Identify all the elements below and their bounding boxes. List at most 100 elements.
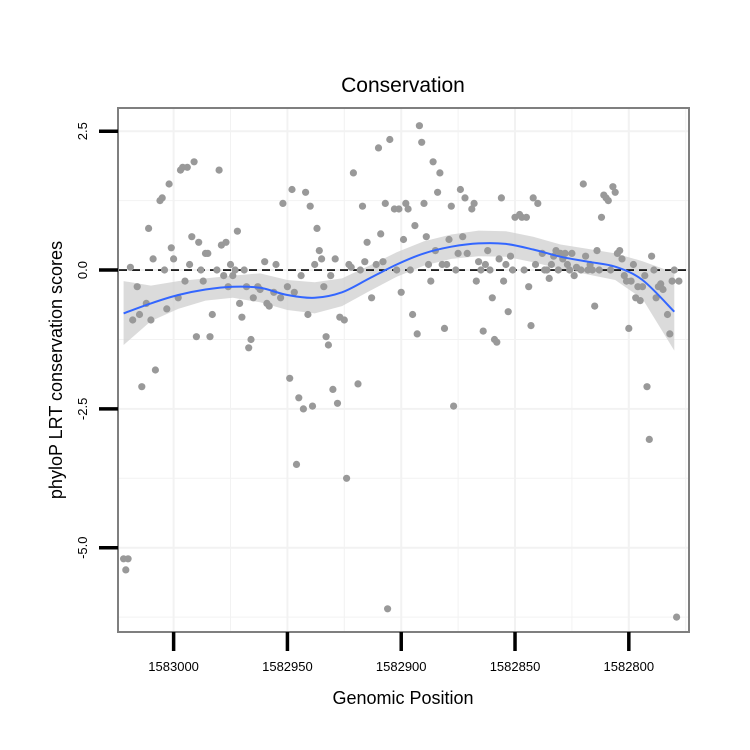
data-point bbox=[593, 247, 601, 255]
data-point bbox=[183, 163, 191, 171]
data-point bbox=[124, 555, 132, 563]
data-point bbox=[308, 402, 317, 410]
data-point bbox=[320, 283, 328, 291]
data-point bbox=[302, 188, 310, 196]
data-point bbox=[186, 260, 194, 269]
data-point bbox=[151, 366, 159, 374]
data-point bbox=[484, 247, 492, 255]
data-point bbox=[543, 266, 551, 274]
data-point bbox=[318, 255, 326, 263]
data-point bbox=[657, 280, 665, 288]
data-point bbox=[422, 233, 430, 241]
data-point bbox=[122, 566, 130, 574]
data-point bbox=[443, 260, 451, 269]
data-point bbox=[452, 266, 460, 274]
x-tick-label: 1582900 bbox=[376, 659, 427, 674]
data-point bbox=[645, 435, 653, 443]
data-point bbox=[568, 249, 576, 257]
data-point bbox=[133, 283, 141, 291]
data-point bbox=[597, 213, 606, 221]
data-point bbox=[220, 272, 228, 280]
data-point bbox=[650, 266, 658, 274]
data-point bbox=[195, 238, 203, 246]
data-point bbox=[545, 274, 553, 282]
data-point bbox=[434, 188, 442, 196]
data-point bbox=[525, 283, 533, 291]
data-point bbox=[297, 272, 305, 280]
data-point bbox=[495, 255, 503, 263]
data-point bbox=[404, 205, 412, 213]
data-point bbox=[463, 249, 471, 257]
data-point bbox=[470, 199, 478, 207]
data-point bbox=[283, 283, 291, 291]
data-point bbox=[347, 263, 355, 271]
data-point bbox=[675, 277, 683, 285]
data-point bbox=[609, 183, 617, 191]
data-point bbox=[192, 333, 200, 341]
data-point bbox=[618, 255, 626, 263]
data-point bbox=[181, 277, 189, 285]
data-point bbox=[292, 460, 301, 468]
data-point bbox=[547, 260, 556, 269]
data-point bbox=[277, 294, 285, 302]
data-point bbox=[582, 252, 590, 260]
data-point bbox=[354, 380, 362, 388]
data-point bbox=[158, 194, 166, 202]
data-point bbox=[477, 266, 485, 274]
data-point bbox=[199, 277, 207, 285]
data-point bbox=[529, 194, 537, 202]
data-point bbox=[213, 266, 221, 274]
data-point bbox=[368, 294, 376, 302]
data-point bbox=[340, 316, 348, 324]
data-point bbox=[145, 224, 153, 232]
data-point bbox=[420, 199, 428, 207]
data-point bbox=[377, 230, 385, 238]
data-point bbox=[663, 310, 672, 319]
data-point bbox=[265, 302, 273, 310]
data-point bbox=[625, 324, 633, 332]
data-point bbox=[454, 249, 462, 257]
data-point bbox=[424, 260, 433, 269]
y-tick-label: -2.5 bbox=[75, 398, 90, 420]
data-point bbox=[527, 322, 535, 330]
data-point bbox=[249, 294, 257, 302]
data-point bbox=[226, 260, 235, 269]
data-point bbox=[327, 272, 335, 280]
x-axis-title: Genomic Position bbox=[332, 688, 473, 708]
data-point bbox=[595, 266, 603, 274]
data-point bbox=[290, 288, 298, 296]
data-point bbox=[384, 605, 392, 613]
data-point bbox=[607, 266, 615, 274]
data-point bbox=[149, 255, 157, 263]
data-point bbox=[272, 260, 280, 269]
data-point bbox=[395, 205, 403, 213]
data-point bbox=[299, 405, 307, 413]
data-point bbox=[616, 247, 624, 255]
data-point bbox=[493, 338, 501, 346]
data-point bbox=[231, 266, 239, 274]
data-point bbox=[604, 197, 612, 205]
data-point bbox=[311, 260, 319, 269]
data-point bbox=[563, 260, 572, 269]
data-point bbox=[506, 252, 515, 260]
data-point bbox=[279, 199, 287, 207]
data-point bbox=[322, 333, 330, 341]
data-point bbox=[229, 272, 237, 280]
data-point bbox=[620, 272, 628, 280]
data-point bbox=[418, 138, 426, 146]
data-point bbox=[577, 266, 585, 274]
data-point bbox=[381, 199, 389, 207]
y-axis-title: phyloP LRT conservation scores bbox=[46, 241, 66, 499]
data-point bbox=[436, 169, 444, 177]
data-point bbox=[447, 202, 455, 210]
data-point bbox=[286, 374, 294, 382]
data-point bbox=[520, 266, 528, 274]
data-point bbox=[188, 233, 196, 241]
y-axis: 2.5 0.0 -2.5 -5.0 bbox=[75, 122, 118, 559]
data-point bbox=[411, 222, 419, 230]
data-point bbox=[450, 402, 458, 410]
data-point bbox=[238, 313, 246, 321]
data-point bbox=[509, 266, 517, 274]
data-point bbox=[504, 308, 512, 316]
data-point bbox=[361, 258, 369, 266]
